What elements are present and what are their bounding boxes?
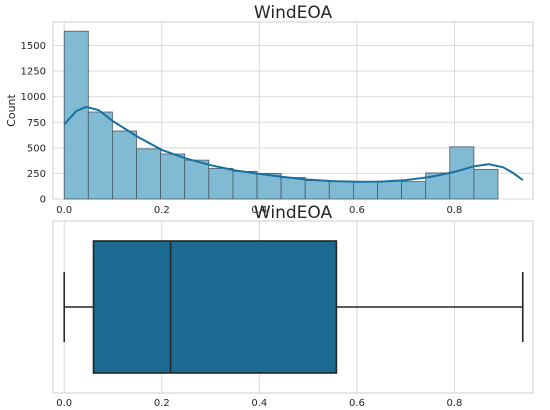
histogram-bar [112,130,137,200]
histogram-bar [473,168,499,200]
histogram-bar [160,153,186,200]
y-tick-label: 1250 [21,67,46,78]
histogram-bar [401,181,427,200]
histogram-x-tick-labels: 0.0 0.2 0.4 0.6 0.8 [56,205,462,216]
interquartile-box [92,240,338,374]
boxplot-x-tick-labels: 0.0 0.2 0.4 0.6 0.8 [56,398,462,409]
histogram-bar [352,181,378,200]
boxplot-title: WindEOA [254,203,333,223]
y-tick-label: 250 [27,169,46,180]
x-tick-label: 0.8 [447,205,463,216]
y-tick-label: 1500 [21,41,46,52]
histogram-bar [184,159,210,200]
histogram-bar [328,180,354,200]
x-tick-label: 0.6 [349,398,365,409]
y-tick-label: 750 [27,118,46,129]
histogram-bar [87,111,113,200]
histogram-bar [63,30,89,200]
y-tick-label: 1000 [21,92,46,103]
kde-curve [63,105,524,183]
x-tick-label: 0.2 [154,398,170,409]
x-tick-label: 0.0 [56,205,72,216]
histogram-bar [377,180,402,200]
boxplot-panel: 0.0 0.2 0.4 0.6 0.8 WindEOA [52,203,534,409]
y-tick-label: 0 [40,195,46,206]
x-tick-label: 0.0 [56,398,72,409]
boxplot [63,240,524,374]
histogram-panel: 0.0 0.2 0.4 0.6 0.8 0 250 500 750 1000 1250 1500 W… [5,3,534,216]
histogram-bar [208,167,234,200]
x-tick-label: 0.6 [349,205,365,216]
histogram-bar [280,177,306,200]
histogram-title: WindEOA [254,3,333,23]
x-tick-label: 0.8 [447,398,463,409]
histogram-bar [136,148,162,200]
histogram-y-tick-labels: 0 250 500 750 1000 1250 1500 [21,41,46,205]
histogram-bar [304,180,330,200]
histogram-bar [232,170,258,200]
x-tick-label: 0.2 [154,205,170,216]
x-tick-label: 0.4 [251,205,267,216]
histogram-bar [256,173,282,200]
histogram-y-axis-label: Count [5,93,18,126]
histogram-bars [63,30,499,200]
y-tick-label: 500 [27,143,46,154]
x-tick-label: 0.4 [251,398,267,409]
